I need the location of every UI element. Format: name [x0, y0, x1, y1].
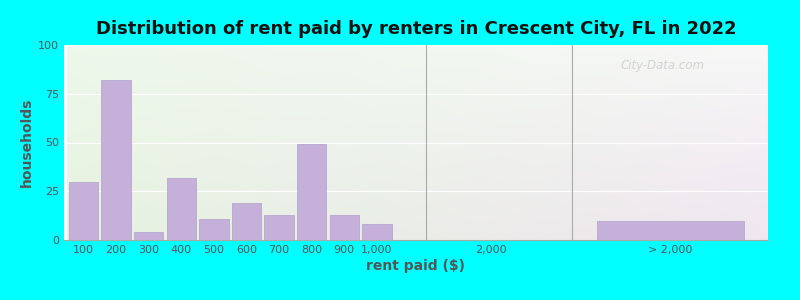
Y-axis label: households: households [20, 98, 34, 187]
Text: City-Data.com: City-Data.com [620, 58, 704, 72]
X-axis label: rent paid ($): rent paid ($) [366, 259, 466, 273]
Bar [232, 203, 261, 240]
Bar [69, 182, 98, 240]
Bar [297, 144, 326, 240]
Bar [102, 80, 131, 240]
Title: Distribution of rent paid by renters in Crescent City, FL in 2022: Distribution of rent paid by renters in … [96, 20, 736, 38]
Bar [134, 232, 163, 240]
Bar [199, 218, 229, 240]
Bar [362, 224, 391, 240]
Bar [166, 178, 196, 240]
Bar [265, 215, 294, 240]
Bar [330, 215, 359, 240]
Bar [597, 220, 743, 240]
